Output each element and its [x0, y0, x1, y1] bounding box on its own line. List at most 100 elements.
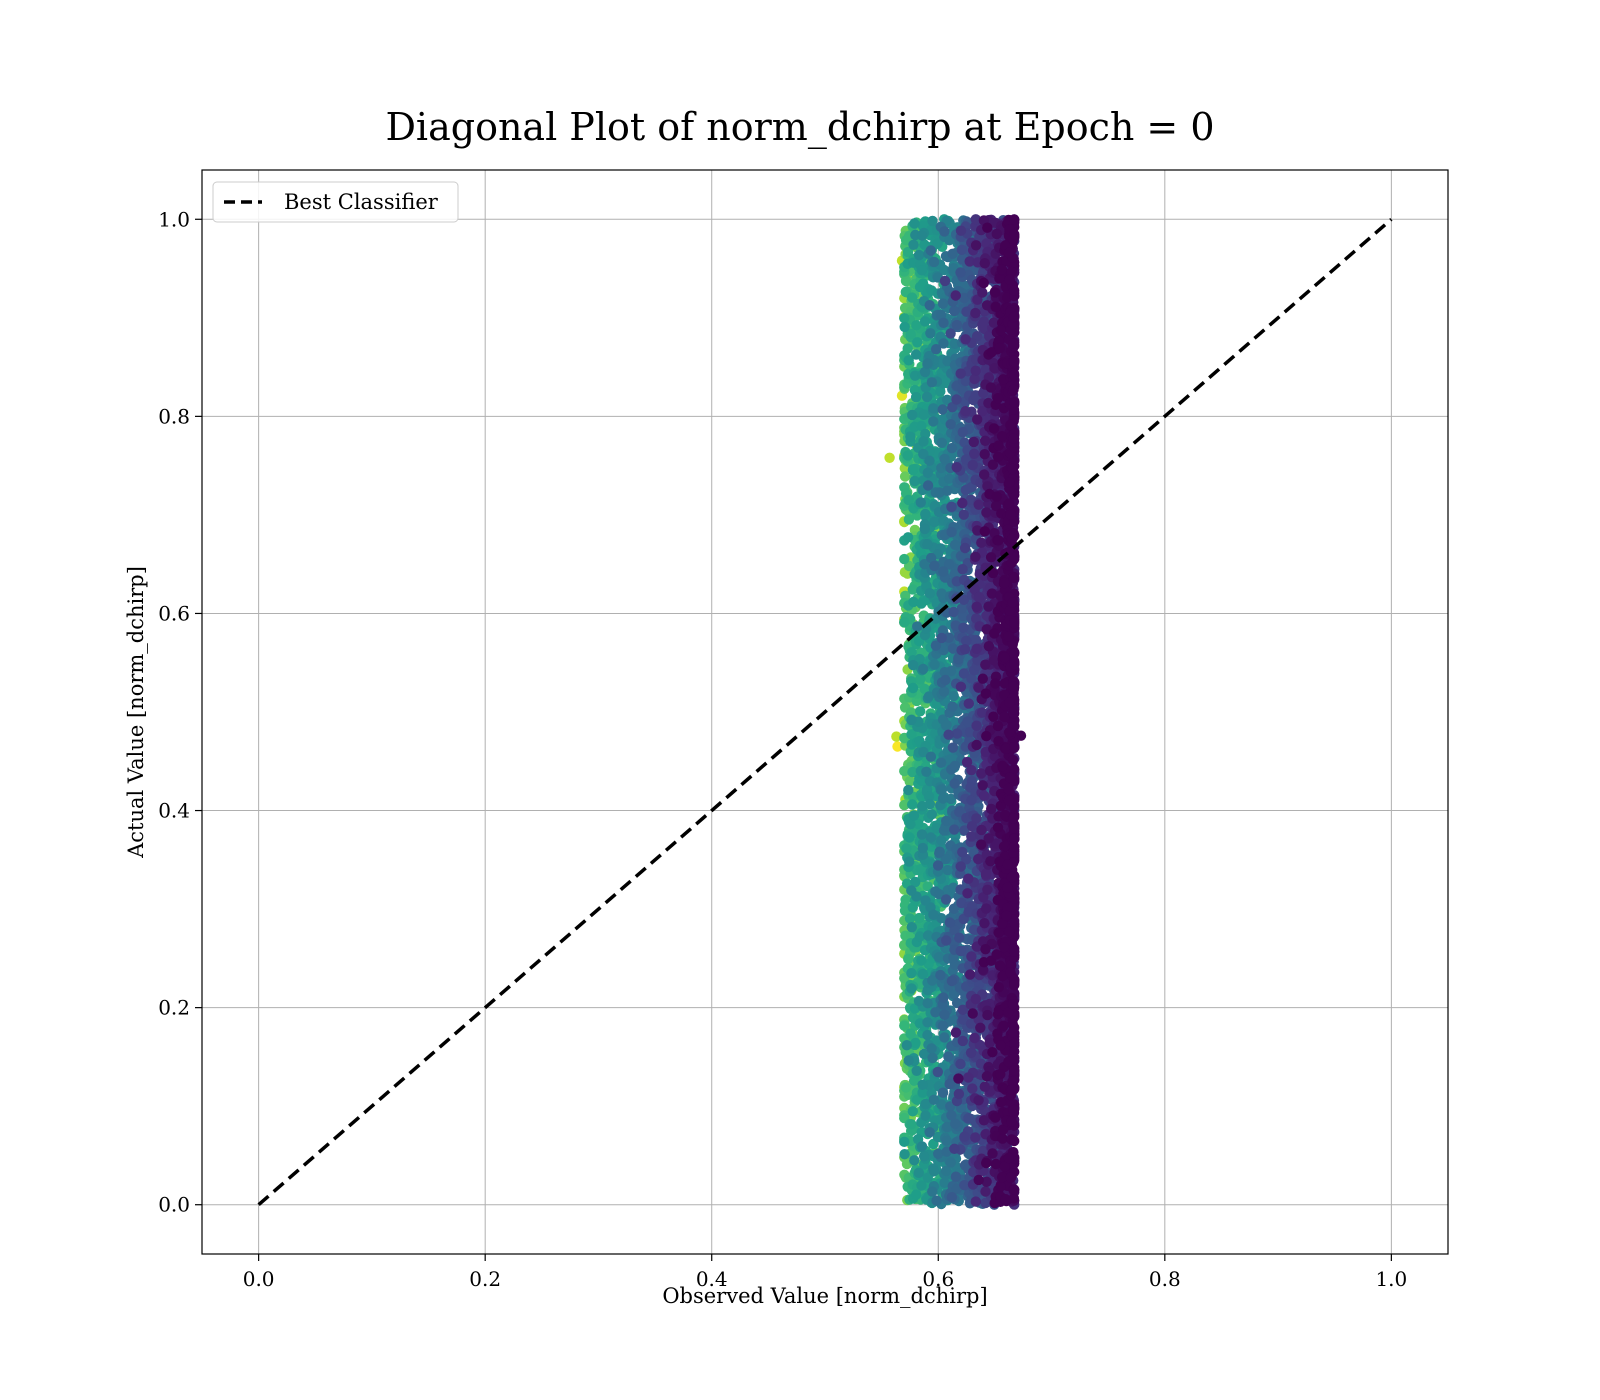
scatter-point-1343: [932, 238, 943, 249]
scatter-point-4076: [969, 448, 980, 459]
scatter-point-2613: [938, 317, 949, 328]
scatter-point-122: [899, 471, 911, 482]
scatter-point-1128: [899, 1136, 910, 1148]
scatter-point-2737: [945, 419, 956, 430]
scatter-point-2675: [947, 643, 959, 654]
scatter-point-1700: [903, 1055, 914, 1066]
scatter-point-997: [912, 337, 923, 348]
scatter-point-2485: [949, 760, 961, 771]
scatter-point-965: [907, 464, 919, 475]
scatter-point-533: [903, 514, 915, 525]
scatter-point-1206: [906, 968, 917, 979]
scatter-point-3643: [959, 542, 971, 554]
scatter-point-1073: [903, 355, 914, 366]
scatter-point-4533: [973, 499, 984, 510]
scatter-point-4056: [951, 462, 962, 473]
scatter-point-2295: [942, 485, 953, 496]
scatter-point-3285: [963, 1113, 975, 1124]
scatter-point-1573: [929, 516, 940, 528]
scatter-point-3738: [955, 861, 966, 872]
scatter-point-1989: [922, 358, 933, 369]
scatter-point-2790: [949, 778, 960, 789]
scatter-point-4132: [978, 316, 990, 327]
scatter-point-2593: [938, 566, 949, 577]
scatter-point-2265: [928, 256, 940, 268]
scatter-point-1466: [913, 1167, 924, 1179]
scatter-point-1269: [908, 810, 920, 821]
scatter-point-2552: [935, 969, 946, 981]
scatter-point-1540: [909, 1155, 920, 1166]
scatter-point-3028: [955, 267, 966, 278]
scatter-point-2117: [927, 1186, 938, 1197]
scatter-point-2125: [941, 719, 952, 731]
scatter-point-2368: [949, 539, 961, 550]
scatter-point-787: [915, 674, 926, 685]
scatter-point-2628: [939, 226, 950, 237]
scatter-point-2017: [926, 1043, 937, 1054]
scatter-point-4805: [976, 824, 987, 836]
scatter-point-3060: [948, 606, 959, 618]
scatter-point-1765: [925, 832, 936, 843]
scatter-point-4724: [976, 768, 987, 779]
scatter-point-4347: [963, 1072, 974, 1083]
scatter-point-4103: [963, 698, 974, 709]
scatter-point-1492: [903, 784, 914, 796]
scatter-point-1640: [921, 391, 933, 403]
scatter-point-2160: [925, 751, 937, 762]
scatter-point-3294: [958, 622, 969, 633]
scatter-point-1706: [922, 539, 933, 550]
scatter-point-2451: [947, 701, 958, 712]
scatter-point-4809: [950, 1027, 962, 1038]
scatter-point-2997: [944, 917, 956, 928]
scatter-point-3318: [946, 501, 957, 512]
scatter-point-480: [899, 1020, 910, 1031]
scatter-point-200: [904, 776, 915, 787]
scatter-point-1520: [908, 239, 919, 250]
scatter-point-858: [903, 494, 914, 506]
scatter-point-4749: [980, 1186, 991, 1197]
scatter-point-2285: [935, 757, 947, 768]
scatter-point-4253: [960, 334, 971, 345]
scatter-point-7: [884, 452, 895, 463]
scatter-point-825: [904, 913, 916, 924]
scatter-point-4841: [977, 287, 988, 298]
scatter-point-4315: [973, 591, 985, 603]
scatter-point-3043: [936, 632, 947, 644]
scatter-point-1042: [911, 1189, 922, 1200]
scatter-point-335: [899, 765, 910, 777]
scatter-point-1572: [924, 588, 936, 599]
scatter-point-1121: [908, 596, 919, 608]
scatter-point-4459: [961, 756, 973, 768]
scatter-point-1234: [919, 316, 931, 327]
scatter-point-3159: [932, 1066, 943, 1078]
scatter-point-898: [899, 313, 910, 324]
scatter-point-3852: [965, 1047, 977, 1059]
scatter-point-1365: [918, 409, 929, 420]
scatter-point-461: [903, 953, 914, 965]
scatter-point-1806: [917, 842, 928, 854]
scatter-point-775: [899, 616, 910, 628]
scatter-point-3513: [955, 1058, 966, 1070]
scatter-point-1850: [924, 455, 935, 466]
scatter-point-1438: [924, 798, 936, 810]
scatter-point-2264: [939, 1032, 950, 1043]
scatter-point-2471: [946, 442, 958, 454]
scatter-point-499: [900, 894, 911, 905]
scatter-point-732: [902, 246, 914, 258]
scatter-point-2364: [931, 1195, 942, 1206]
scatter-point-2318: [938, 686, 950, 697]
scatter-point-1193: [917, 1087, 928, 1098]
scatter-point-1136: [916, 420, 927, 432]
scatter-point-908: [906, 647, 917, 658]
scatter-point-1821: [928, 403, 939, 414]
scatter-point-1717: [919, 523, 930, 535]
scatter-point-2600: [937, 404, 948, 415]
scatter-point-4865: [968, 436, 979, 448]
scatter-points: [884, 214, 1027, 1210]
scatter-point-863: [901, 843, 912, 854]
scatter-point-1344: [922, 1172, 933, 1183]
scatter-point-4394: [978, 790, 990, 801]
scatter-point-2641: [929, 560, 940, 572]
scatter-point-0: [892, 741, 903, 752]
scatter-point-1286: [905, 431, 916, 442]
